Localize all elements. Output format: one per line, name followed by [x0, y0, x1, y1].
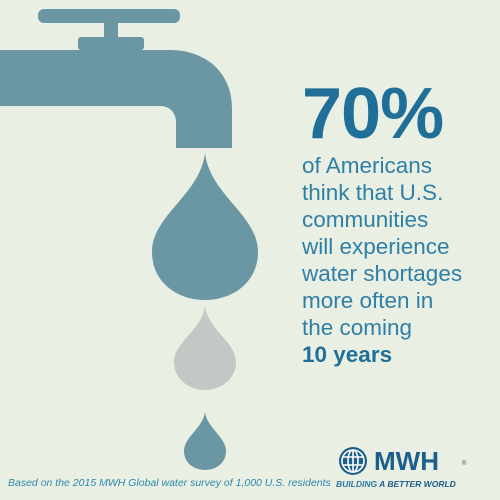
stat-line: more often in — [302, 288, 434, 313]
stat-emphasis: 10 years — [302, 342, 393, 367]
brand-tagline: BUILDING A BETTER WORLD — [336, 479, 456, 489]
stat-line: think that U.S. — [302, 180, 444, 205]
faucet-icon — [0, 9, 232, 148]
stat-line: will experience — [302, 234, 450, 259]
brand-trademark: ® — [462, 461, 467, 467]
water-drop-middle-icon — [174, 306, 236, 390]
water-drop-large-icon — [152, 153, 258, 300]
globe-icon — [339, 447, 367, 475]
water-drop-small-icon — [184, 412, 226, 470]
source-footnote: Based on the 2015 MWH Global water surve… — [8, 477, 331, 489]
stat-line: communities — [302, 207, 429, 232]
stat-description: of Americans think that U.S. communities… — [302, 152, 492, 341]
brand-logo: MWH ® BUILDING A BETTER WORLD — [336, 444, 496, 496]
brand-name: MWH — [374, 446, 439, 476]
stat-line: of Americans — [302, 153, 433, 178]
stat-line: the coming — [302, 315, 413, 340]
stat-line: water shortages — [302, 261, 463, 286]
stat-percent: 70% — [302, 74, 444, 154]
brand-tagline-part: BUILDING — [336, 479, 380, 489]
statistic-block: 70% of Americans think that U.S. communi… — [302, 76, 492, 368]
brand-tagline-accent: A BETTER WORLD — [379, 479, 456, 489]
